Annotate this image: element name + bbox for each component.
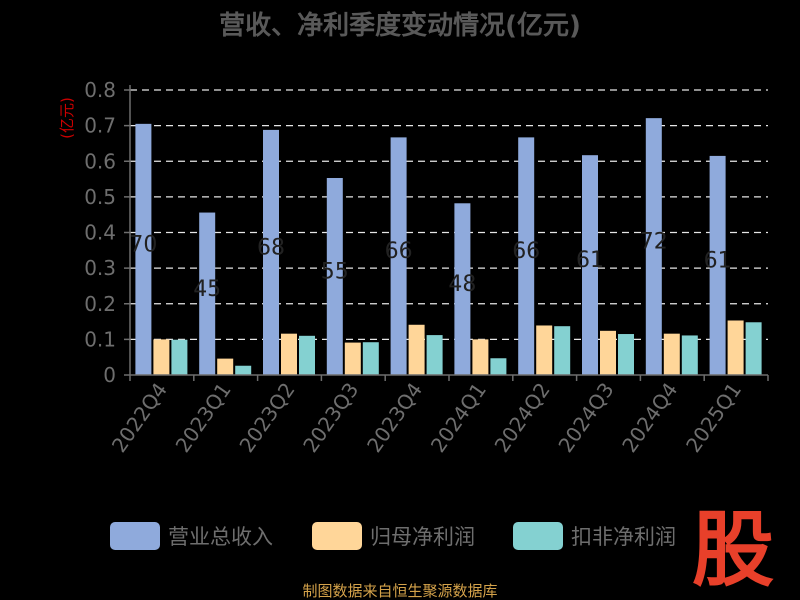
x-tick-label: 2023Q3 (298, 378, 363, 457)
bars (135, 118, 762, 376)
bar-2024Q3-营业总收入 (582, 155, 598, 375)
y-tick-labels: 0 0.1 0.2 0.3 0.4 0.5 0.6 0.7 0.8 (84, 78, 116, 387)
bar-2022Q4-扣非净利润 (171, 339, 188, 375)
legend-label-扣非净利润: 扣非净利润 (571, 525, 676, 549)
bar-2024Q2-归母净利润 (536, 325, 553, 375)
bar-2025Q1-营业总收入 (709, 155, 726, 375)
bar-2023Q4-扣非净利润 (426, 335, 443, 375)
x-tick-label: 2024Q2 (490, 378, 555, 457)
bar-2023Q3-扣非净利润 (362, 342, 379, 375)
bar-2023Q1-归母净利润 (217, 358, 234, 375)
x-tick-label: 2022Q4 (107, 378, 172, 457)
bar-2024Q3-归母净利润 (600, 330, 616, 375)
data-labels: 70 45 68 55 66 48 66 61 72 61 (129, 230, 731, 302)
y-axis-label: (亿元) (58, 97, 76, 139)
bar-2023Q4-归母净利润 (408, 324, 425, 375)
x-tick-label: 2024Q1 (426, 378, 491, 457)
bar-2024Q2-扣非净利润 (554, 326, 571, 375)
bar-2023Q1-营业总收入 (199, 212, 216, 375)
data-label-2023Q1: 45 (193, 277, 221, 302)
y-tick-label: 0.3 (84, 256, 116, 280)
bar-2022Q4-归母净利润 (153, 339, 170, 375)
legend-swatch-归母净利润 (312, 522, 362, 550)
x-tick-labels: 2022Q42023Q12023Q22023Q32023Q42024Q12024… (107, 378, 746, 457)
bar-2024Q4-归母净利润 (663, 333, 680, 375)
grid-lines (130, 89, 768, 341)
chart-title: 营收、净利季度变动情况(亿元) (219, 10, 581, 41)
data-label-2024Q1: 48 (448, 272, 476, 297)
y-tick-label: 0.2 (84, 292, 116, 316)
data-label-2023Q4: 66 (385, 239, 413, 264)
x-tick-label: 2023Q4 (362, 378, 427, 457)
bar-2025Q1-归母净利润 (727, 320, 744, 375)
x-tick-label: 2024Q3 (553, 378, 618, 457)
bar-2022Q4-营业总收入 (135, 123, 152, 375)
bar-2023Q2-营业总收入 (263, 129, 279, 375)
data-label-2023Q2: 68 (257, 235, 285, 260)
bar-2024Q2-营业总收入 (518, 137, 535, 375)
bar-2023Q1-扣非净利润 (235, 365, 252, 375)
legend-label-营业总收入: 营业总收入 (168, 525, 273, 549)
y-tick-label: 0.1 (84, 327, 116, 351)
y-tick-label: 0.6 (84, 149, 116, 173)
data-label-2025Q1: 61 (704, 248, 732, 273)
bar-2025Q1-扣非净利润 (745, 322, 762, 375)
legend-label-归母净利润: 归母净利润 (370, 525, 475, 549)
x-tick-label: 2024Q4 (617, 378, 682, 457)
x-tick-label: 2023Q1 (171, 378, 236, 457)
bar-2023Q3-营业总收入 (326, 177, 343, 375)
legend-swatch-扣非净利润 (513, 522, 563, 550)
brand-logo: 股 (692, 503, 774, 598)
bar-2024Q4-扣非净利润 (681, 335, 698, 375)
data-label-2023Q3: 55 (321, 259, 349, 284)
legend-swatch-营业总收入 (110, 522, 160, 550)
bar-2024Q1-扣非净利润 (490, 358, 507, 375)
bar-2024Q1-归母净利润 (472, 339, 489, 375)
bar-2023Q2-扣非净利润 (299, 335, 315, 375)
y-tick-label: 0.8 (84, 78, 116, 102)
data-label-2024Q3: 61 (576, 248, 604, 273)
bar-2024Q3-扣非净利润 (618, 334, 634, 375)
y-tick-label: 0.7 (84, 114, 116, 138)
legend: 营业总收入 归母净利润 扣非净利润 (110, 522, 676, 550)
data-label-2022Q4: 70 (129, 232, 157, 257)
bar-2023Q2-归母净利润 (281, 333, 297, 375)
data-label-2024Q2: 66 (512, 239, 540, 264)
axes (124, 85, 769, 381)
data-label-2024Q4: 72 (640, 230, 668, 255)
bar-2024Q4-营业总收入 (645, 118, 662, 376)
x-tick-label: 2023Q2 (234, 378, 299, 457)
bar-2024Q1-营业总收入 (454, 203, 471, 375)
y-tick-label: 0.4 (84, 221, 116, 245)
y-tick-label: 0.5 (84, 185, 116, 209)
bar-2023Q4-营业总收入 (390, 137, 407, 375)
y-tick-label: 0 (103, 363, 116, 387)
footer-source: 制图数据来自恒生聚源数据库 (302, 582, 497, 600)
x-tick-label: 2025Q1 (681, 378, 746, 457)
bar-2023Q3-归母净利润 (344, 342, 361, 375)
